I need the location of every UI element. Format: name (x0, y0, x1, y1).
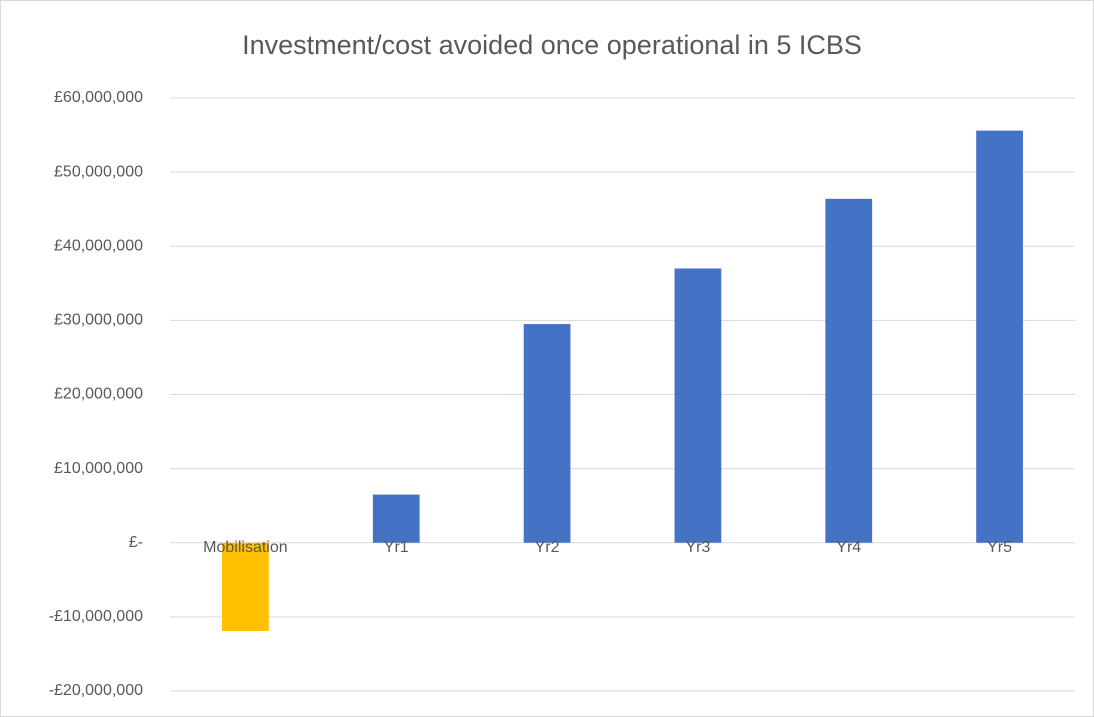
y-tick-label: £40,000,000 (54, 237, 143, 254)
x-tick-label: Mobilisation (203, 539, 287, 556)
y-tick-label: £- (129, 534, 143, 551)
bar (825, 198, 873, 543)
y-tick-label: £50,000,000 (54, 163, 143, 180)
y-tick-label: £30,000,000 (54, 312, 143, 329)
y-tick-label: £10,000,000 (54, 460, 143, 477)
bar (976, 130, 1023, 543)
bar (372, 494, 420, 543)
chart-title: Investment/cost avoided once operational… (242, 30, 862, 60)
y-tick-label: £20,000,000 (54, 386, 143, 403)
x-tick-label: Yr5 (987, 539, 1012, 556)
x-tick-label: Yr3 (685, 539, 710, 556)
bar (523, 324, 571, 543)
y-tick-label: £60,000,000 (54, 89, 143, 106)
bar (222, 542, 269, 631)
y-tick-label: -£10,000,000 (49, 608, 143, 625)
x-tick-label: Yr2 (535, 539, 560, 556)
y-tick-label: -£20,000,000 (49, 682, 143, 699)
bar (674, 268, 722, 543)
x-tick-label: Yr4 (836, 539, 861, 556)
x-tick-label: Yr1 (384, 539, 409, 556)
